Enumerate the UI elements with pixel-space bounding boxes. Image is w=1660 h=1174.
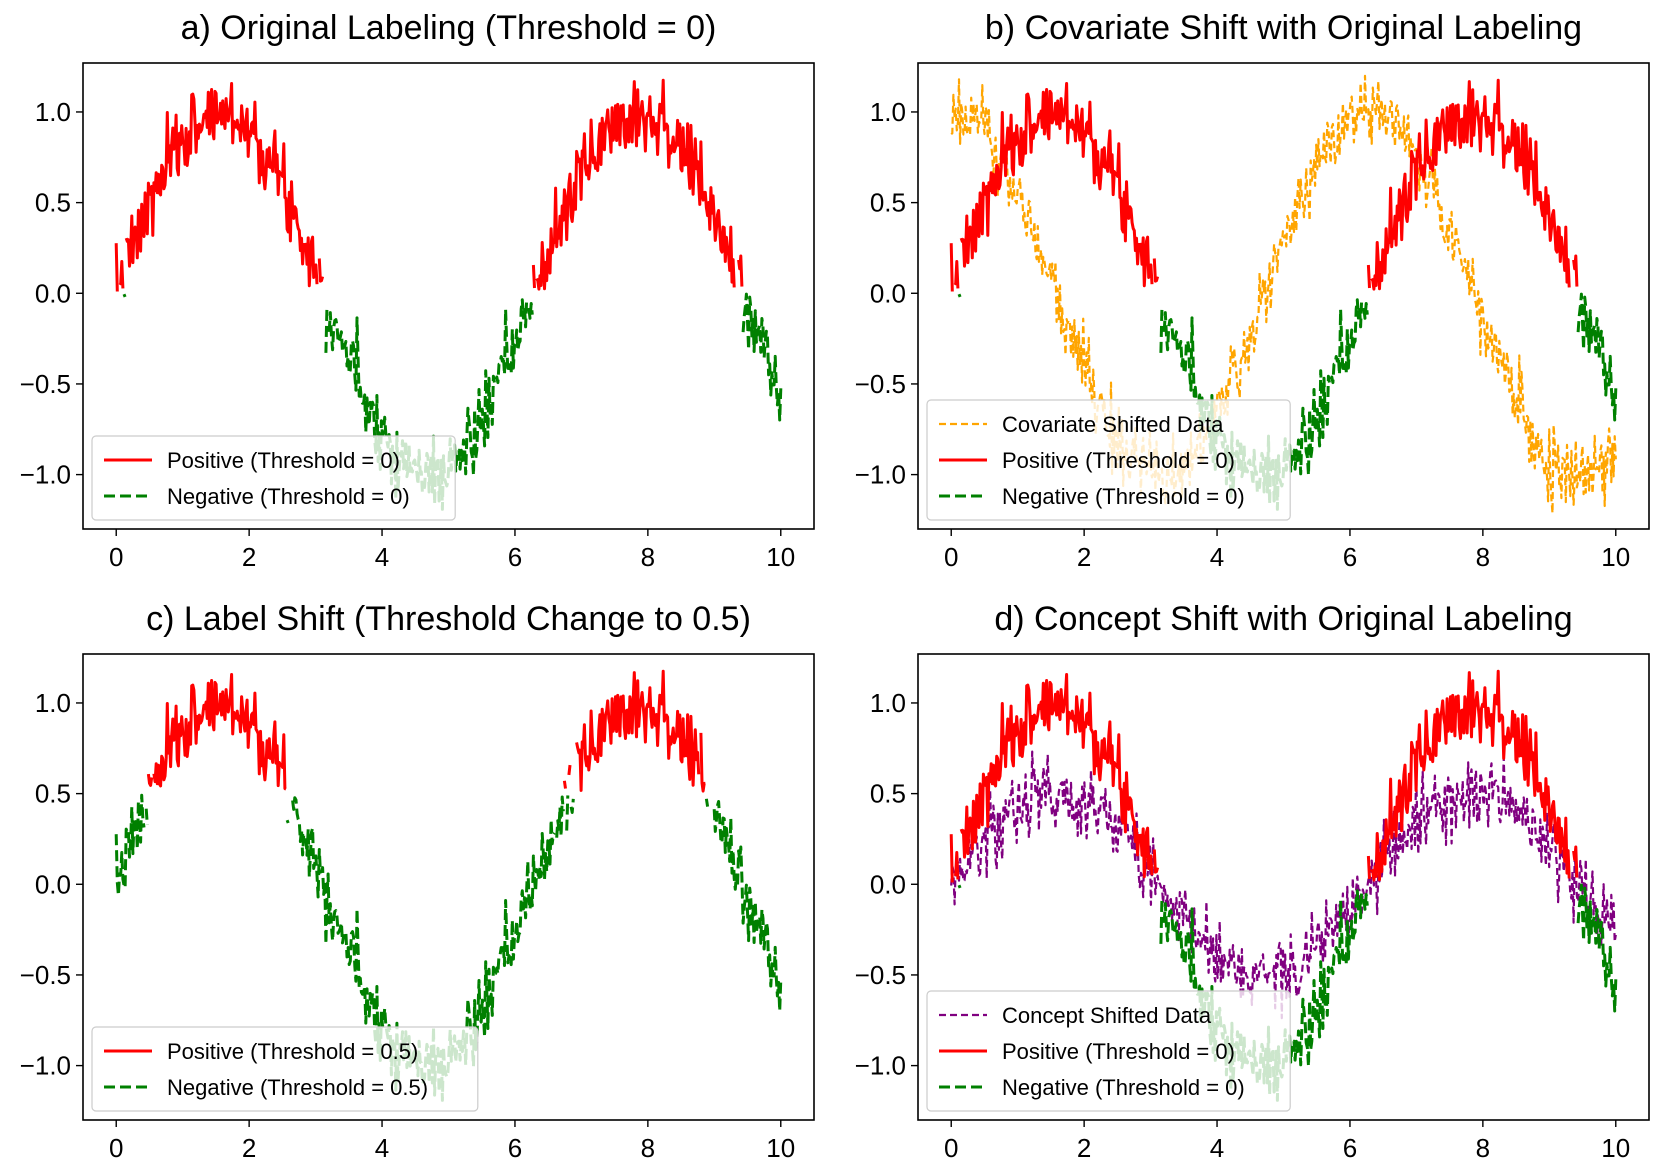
- x-tick-label: 2: [242, 1133, 256, 1163]
- series-line-shifted: [950, 750, 1617, 1020]
- y-tick-label: −0.5: [20, 960, 71, 990]
- x-tick-label: 8: [1476, 542, 1490, 572]
- y-tick-label: −0.5: [855, 960, 906, 990]
- y-tick-label: −1.0: [20, 1051, 71, 1081]
- x-tick-label: 0: [944, 542, 958, 572]
- legend: Concept Shifted Data Positive (Threshold …: [926, 990, 1291, 1112]
- x-tick-label: 10: [766, 1133, 795, 1163]
- y-tick-label: 1.0: [870, 97, 906, 127]
- y-tick-label: 0.0: [870, 869, 906, 899]
- legend-label: Covariate Shifted Data: [1002, 412, 1224, 437]
- x-tick-label: 8: [1476, 1133, 1490, 1163]
- x-tick-label: 2: [242, 542, 256, 572]
- x-tick-label: 4: [375, 1133, 389, 1163]
- axes-frame: [917, 62, 1650, 530]
- legend-label: Negative (Threshold = 0): [167, 484, 410, 509]
- legend-box: [91, 1026, 479, 1112]
- y-tick-label: 1.0: [35, 688, 71, 718]
- x-tick-label: 2: [1077, 542, 1091, 572]
- y-tick-label: −1.0: [855, 1051, 906, 1081]
- x-tick-label: 10: [1601, 1133, 1630, 1163]
- x-tick-label: 2: [1077, 1133, 1091, 1163]
- x-tick-label: 8: [641, 542, 655, 572]
- panel-d: d) Concept Shift with Original Labeling 0…: [855, 600, 1650, 1163]
- y-tick-label: 0.5: [870, 188, 906, 218]
- x-tick-label: 8: [641, 1133, 655, 1163]
- y-tick-label: −1.0: [20, 460, 71, 490]
- legend-label: Positive (Threshold = 0): [167, 448, 400, 473]
- x-tick-label: 6: [508, 1133, 522, 1163]
- y-tick-label: −1.0: [855, 460, 906, 490]
- panel-c: c) Label Shift (Threshold Change to 0.5)…: [20, 600, 815, 1163]
- x-tick-label: 4: [375, 542, 389, 572]
- legend-label: Positive (Threshold = 0): [1002, 448, 1235, 473]
- x-tick-label: 4: [1210, 1133, 1224, 1163]
- x-tick-label: 4: [1210, 542, 1224, 572]
- y-tick-label: 0.0: [35, 278, 71, 308]
- x-tick-label: 6: [1343, 542, 1357, 572]
- chart-title: c) Label Shift (Threshold Change to 0.5): [146, 600, 751, 638]
- y-tick-label: 0.5: [35, 188, 71, 218]
- x-tick-label: 10: [1601, 542, 1630, 572]
- legend: Covariate Shifted Data Positive (Threshol…: [926, 399, 1291, 521]
- legend-label: Negative (Threshold = 0): [1002, 1075, 1245, 1100]
- chart-title: d) Concept Shift with Original Labeling: [994, 600, 1572, 638]
- legend-box: [91, 435, 456, 521]
- legend: Positive (Threshold = 0.5) Negative (Thre…: [91, 1026, 479, 1112]
- legend-label: Positive (Threshold = 0.5): [167, 1039, 418, 1064]
- panel-a: a) Original Labeling (Threshold = 0) 0 2 4 6…: [20, 9, 815, 572]
- axes-frame: [82, 653, 815, 1121]
- legend-box: [926, 990, 1291, 1112]
- legend-box: [926, 399, 1291, 521]
- series-line-shifted: [950, 74, 1617, 515]
- plot-area: [949, 74, 1618, 515]
- y-tick-label: 0.5: [870, 779, 906, 809]
- y-tick-label: 0.0: [870, 278, 906, 308]
- legend-label: Negative (Threshold = 0.5): [167, 1075, 428, 1100]
- series-line-positive: [148, 671, 713, 791]
- y-tick-label: 1.0: [35, 97, 71, 127]
- axes-frame: [917, 653, 1650, 1121]
- series-line-positive: [114, 78, 744, 292]
- y-tick-label: −0.5: [855, 369, 906, 399]
- x-tick-label: 0: [944, 1133, 958, 1163]
- series-line-positive: [949, 78, 1579, 292]
- panel-b: b) Covariate Shift with Original Labelin…: [855, 9, 1650, 572]
- x-tick-label: 6: [508, 542, 522, 572]
- x-tick-label: 10: [766, 542, 795, 572]
- x-tick-label: 6: [1343, 1133, 1357, 1163]
- legend: Positive (Threshold = 0) Negative (Thresh…: [91, 435, 456, 521]
- legend-label: Concept Shifted Data: [1002, 1003, 1212, 1028]
- x-tick-label: 0: [109, 542, 123, 572]
- y-tick-label: −0.5: [20, 369, 71, 399]
- chart-title: a) Original Labeling (Threshold = 0): [181, 9, 717, 47]
- legend-label: Negative (Threshold = 0): [1002, 484, 1245, 509]
- x-tick-label: 0: [109, 1133, 123, 1163]
- y-tick-label: 1.0: [870, 688, 906, 718]
- axes-frame: [82, 62, 815, 530]
- y-tick-label: 0.5: [35, 779, 71, 809]
- chart-title: b) Covariate Shift with Original Labelin…: [985, 9, 1582, 47]
- series-line-positive: [949, 669, 1579, 883]
- y-tick-label: 0.0: [35, 869, 71, 899]
- legend-label: Positive (Threshold = 0): [1002, 1039, 1235, 1064]
